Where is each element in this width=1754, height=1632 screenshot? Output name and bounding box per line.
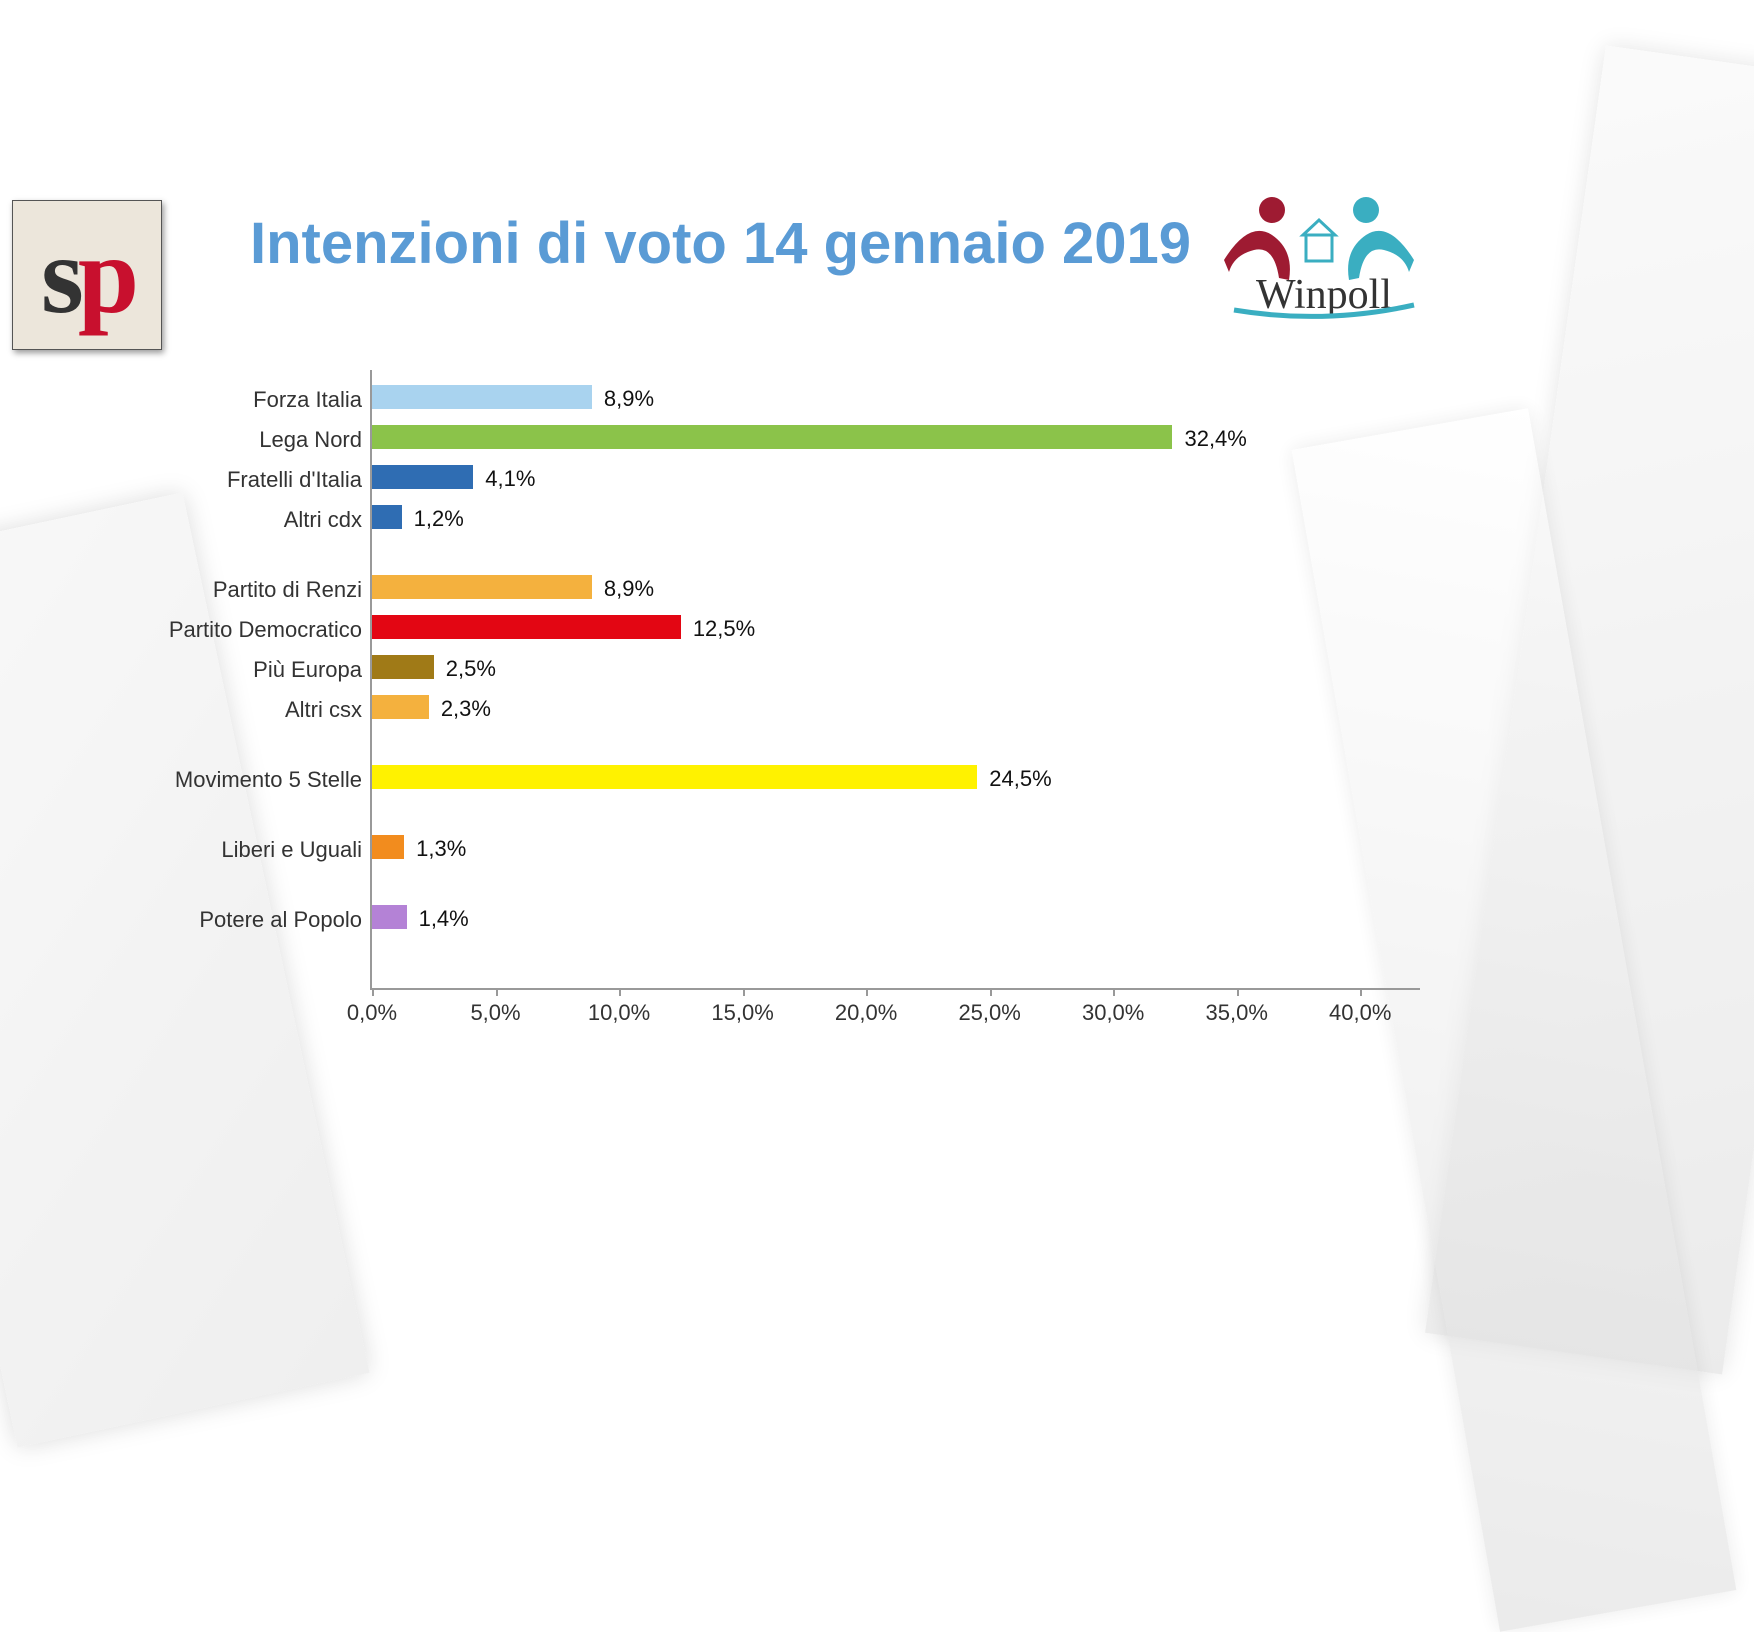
bar xyxy=(372,765,977,789)
bar-label: Liberi e Uguali xyxy=(221,837,362,863)
bar-row: Potere al Popolo1,4% xyxy=(210,905,1420,929)
x-tick xyxy=(990,988,992,996)
bar-value: 2,3% xyxy=(441,696,491,722)
bar-row: Liberi e Uguali1,3% xyxy=(210,835,1420,859)
bar-label: Partito di Renzi xyxy=(213,577,362,603)
bar-label: Fratelli d'Italia xyxy=(227,467,362,493)
bar-label: Più Europa xyxy=(253,657,362,683)
bar-value: 8,9% xyxy=(604,576,654,602)
bar-value: 12,5% xyxy=(693,616,755,642)
bar-label: Potere al Popolo xyxy=(199,907,362,933)
x-tick-label: 25,0% xyxy=(958,1000,1020,1026)
x-tick-label: 40,0% xyxy=(1329,1000,1391,1026)
bar xyxy=(372,505,402,529)
bar-value: 2,5% xyxy=(446,656,496,682)
bar xyxy=(372,575,592,599)
bar-value: 24,5% xyxy=(989,766,1051,792)
bar xyxy=(372,905,407,929)
bar-label: Forza Italia xyxy=(253,387,362,413)
bar-row: Forza Italia8,9% xyxy=(210,385,1420,409)
x-tick-label: 10,0% xyxy=(588,1000,650,1026)
winpoll-logo: Winpoll xyxy=(1194,190,1454,320)
bar-label: Movimento 5 Stelle xyxy=(175,767,362,793)
bar-row: Altri csx2,3% xyxy=(210,695,1420,719)
x-tick-label: 15,0% xyxy=(711,1000,773,1026)
x-tick xyxy=(743,988,745,996)
x-tick xyxy=(1360,988,1362,996)
x-tick-label: 5,0% xyxy=(470,1000,520,1026)
x-tick-label: 0,0% xyxy=(347,1000,397,1026)
bar-value: 4,1% xyxy=(485,466,535,492)
bar xyxy=(372,695,429,719)
bar-value: 8,9% xyxy=(604,386,654,412)
bar-label: Partito Democratico xyxy=(169,617,362,643)
bar xyxy=(372,835,404,859)
x-tick-label: 20,0% xyxy=(835,1000,897,1026)
bar-row: Partito di Renzi8,9% xyxy=(210,575,1420,599)
bar-row: Partito Democratico12,5% xyxy=(210,615,1420,639)
x-tick xyxy=(619,988,621,996)
bar-row: Fratelli d'Italia4,1% xyxy=(210,465,1420,489)
bar-value: 1,2% xyxy=(414,506,464,532)
bar xyxy=(372,615,681,639)
bar xyxy=(372,425,1172,449)
x-tick-label: 30,0% xyxy=(1082,1000,1144,1026)
bar-value: 1,3% xyxy=(416,836,466,862)
bar-label: Altri cdx xyxy=(284,507,362,533)
sp-logo-p: p xyxy=(78,220,133,330)
bar-label: Altri csx xyxy=(285,697,362,723)
bar-label: Lega Nord xyxy=(259,427,362,453)
x-tick xyxy=(866,988,868,996)
bar-chart: 0,0% 5,0% 10,0% 15,0% 20,0% 25,0% 30,0% 35,0% 40… xyxy=(210,370,1420,1030)
page-title: Intenzioni di voto 14 gennaio 2019 xyxy=(250,210,1191,277)
x-tick xyxy=(496,988,498,996)
bar-row: Più Europa2,5% xyxy=(210,655,1420,679)
bar xyxy=(372,465,473,489)
bar xyxy=(372,655,434,679)
x-tick xyxy=(1237,988,1239,996)
bar-row: Altri cdx1,2% xyxy=(210,505,1420,529)
bar-value: 32,4% xyxy=(1184,426,1246,452)
x-tick xyxy=(372,988,374,996)
bar-value: 1,4% xyxy=(419,906,469,932)
x-tick-label: 35,0% xyxy=(1206,1000,1268,1026)
bar-row: Movimento 5 Stelle24,5% xyxy=(210,765,1420,789)
plot-area: 0,0%5,0%10,0%15,0%20,0%25,0%30,0%35,0%40… xyxy=(370,370,1420,990)
bar xyxy=(372,385,592,409)
x-tick xyxy=(1113,988,1115,996)
sp-logo-s: s xyxy=(41,220,78,330)
sp-logo: sp xyxy=(12,200,162,350)
bar-row: Lega Nord32,4% xyxy=(210,425,1420,449)
